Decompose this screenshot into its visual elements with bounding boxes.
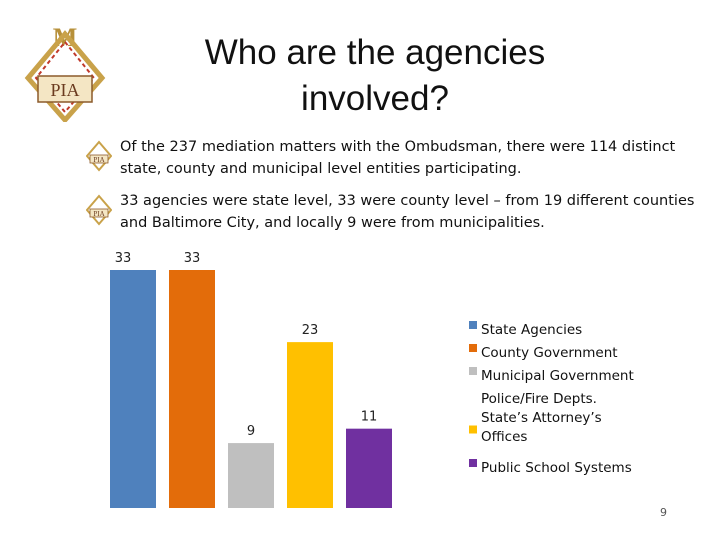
legend-swatch bbox=[469, 459, 477, 467]
legend-label: State’s Attorney’s bbox=[481, 410, 602, 426]
bar bbox=[169, 270, 215, 508]
pia-logo: M PIA bbox=[24, 23, 106, 122]
legend-swatch bbox=[469, 367, 477, 375]
legend-swatch bbox=[469, 344, 477, 352]
bar bbox=[346, 428, 392, 508]
pia-logo-icon: PIA bbox=[86, 140, 112, 172]
bar bbox=[110, 270, 156, 508]
legend-label: Public School Systems bbox=[481, 460, 632, 476]
bullet-item: PIA 33 agencies were state level, 33 wer… bbox=[86, 190, 706, 236]
bullet-item: PIA Of the 237 mediation matters with th… bbox=[86, 136, 706, 182]
data-label: 33 bbox=[184, 251, 201, 266]
legend-label: Municipal Government bbox=[481, 368, 634, 384]
data-label: 33 bbox=[115, 251, 132, 266]
legend-swatch bbox=[469, 321, 477, 329]
bullet-text: 33 agencies were state level, 33 were co… bbox=[120, 193, 695, 231]
logo-diamond bbox=[24, 30, 106, 122]
bullet-text: Of the 237 mediation matters with the Om… bbox=[120, 139, 676, 177]
bar bbox=[287, 342, 333, 508]
bar bbox=[228, 443, 274, 508]
data-label: 9 bbox=[247, 424, 255, 439]
legend-swatch bbox=[469, 425, 477, 434]
legend-label: County Government bbox=[481, 345, 618, 361]
legend-label: Police/Fire Depts. bbox=[481, 391, 597, 407]
pia-logo-icon: PIA bbox=[86, 194, 112, 226]
svg-text:PIA: PIA bbox=[93, 156, 104, 164]
logo-text-pia: PIA bbox=[50, 80, 79, 100]
logo-banner bbox=[37, 75, 93, 103]
legend-label: State Agencies bbox=[481, 322, 582, 338]
page-number: 9 bbox=[660, 506, 667, 519]
data-label: 11 bbox=[361, 410, 378, 425]
svg-text:PIA: PIA bbox=[93, 210, 104, 218]
slide-title: Who are the agencies involved? bbox=[204, 33, 546, 118]
legend-label: Offices bbox=[481, 429, 527, 445]
data-label: 23 bbox=[302, 323, 319, 338]
